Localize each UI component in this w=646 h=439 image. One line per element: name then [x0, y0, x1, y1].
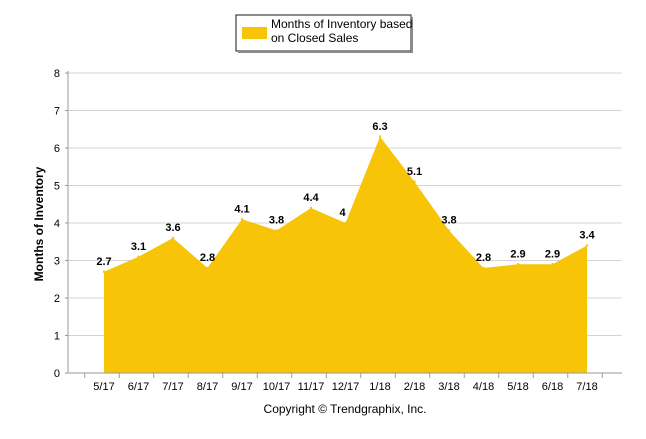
legend-entry-line-2: on Closed Sales	[271, 31, 358, 45]
legend: Months of Inventory based on Closed Sale…	[235, 14, 413, 53]
data-label: 5.1	[407, 166, 422, 178]
x-tick-label: 6/18	[542, 381, 563, 393]
data-point	[551, 263, 554, 266]
y-tick-label: 8	[54, 68, 60, 80]
data-label: 3.1	[131, 241, 146, 253]
legend-swatch	[242, 27, 267, 39]
data-point	[378, 135, 382, 138]
x-tick-label: 10/17	[263, 381, 291, 393]
data-point	[344, 221, 347, 225]
y-tick-label: 3	[54, 256, 60, 268]
data-label: 3.6	[165, 222, 180, 234]
x-tick-label: 6/17	[128, 381, 149, 393]
x-tick-label: 7/18	[576, 381, 597, 393]
legend-entry-line-1: Months of Inventory based	[271, 17, 412, 31]
data-point	[240, 218, 244, 221]
y-tick-labels: 0 1 2 3 4 5 6 7 8	[54, 68, 60, 380]
x-tick-label: 5/18	[507, 381, 528, 393]
x-tick-label: 7/17	[162, 381, 183, 393]
data-point	[275, 229, 278, 232]
data-point	[413, 180, 416, 183]
data-point	[137, 255, 140, 258]
data-label: 3.8	[441, 215, 456, 227]
y-axis-label: Months of Inventory	[32, 166, 46, 281]
data-point	[102, 270, 106, 273]
legend-box-shadow-right	[411, 17, 413, 53]
data-point	[516, 263, 520, 266]
y-tick-label: 7	[54, 106, 60, 118]
x-tick-label: 4/18	[473, 381, 494, 393]
inventory-area-series	[104, 136, 587, 373]
data-labels: 2.7 3.1 3.6 2.8 4.1 3.8 4.4 4 6.3 5.1 3.8 2.8 2.9 2.9…	[96, 121, 595, 268]
axis-layer	[65, 71, 622, 378]
data-label: 3.8	[269, 215, 284, 227]
x-tick-labels: 5/17 6/17 7/17 8/17 9/17 10/17 11/17 12/17 1/18 2…	[93, 381, 597, 393]
x-tick-label: 2/18	[404, 381, 425, 393]
copyright-footer: Copyright © Trendgraphix, Inc.	[264, 402, 427, 416]
data-point	[206, 266, 209, 270]
x-tick-label: 9/17	[231, 381, 252, 393]
data-label: 2.9	[510, 248, 525, 260]
data-point	[482, 266, 485, 270]
data-point	[447, 229, 451, 232]
data-label: 3.4	[579, 230, 595, 242]
y-tick-label: 5	[54, 181, 60, 193]
data-label: 2.7	[96, 256, 111, 268]
legend-box-shadow-bottom	[238, 51, 413, 53]
data-label: 4.1	[234, 203, 249, 215]
x-tick-label: 1/18	[369, 381, 390, 393]
y-tick-label: 2	[54, 293, 60, 305]
data-label: 4	[339, 207, 346, 219]
y-tick-label: 0	[54, 368, 60, 380]
x-tick-label: 11/17	[298, 381, 325, 393]
y-tick-label: 1	[54, 331, 60, 343]
y-tick-label: 4	[54, 218, 60, 230]
data-label: 2.8	[476, 252, 491, 264]
data-label: 2.9	[545, 248, 560, 260]
data-point	[585, 244, 589, 247]
y-tick-label: 6	[54, 143, 60, 155]
data-label: 2.8	[200, 252, 215, 264]
data-point	[171, 236, 175, 240]
data-label: 6.3	[372, 121, 387, 133]
data-label: 4.4	[303, 192, 319, 204]
data-point	[309, 206, 313, 210]
x-tick-label: 3/18	[438, 381, 459, 393]
x-tick-label: 12/17	[332, 381, 360, 393]
x-tick-label: 8/17	[197, 381, 218, 393]
x-tick-label: 5/17	[93, 381, 114, 393]
area-layer	[102, 135, 589, 373]
